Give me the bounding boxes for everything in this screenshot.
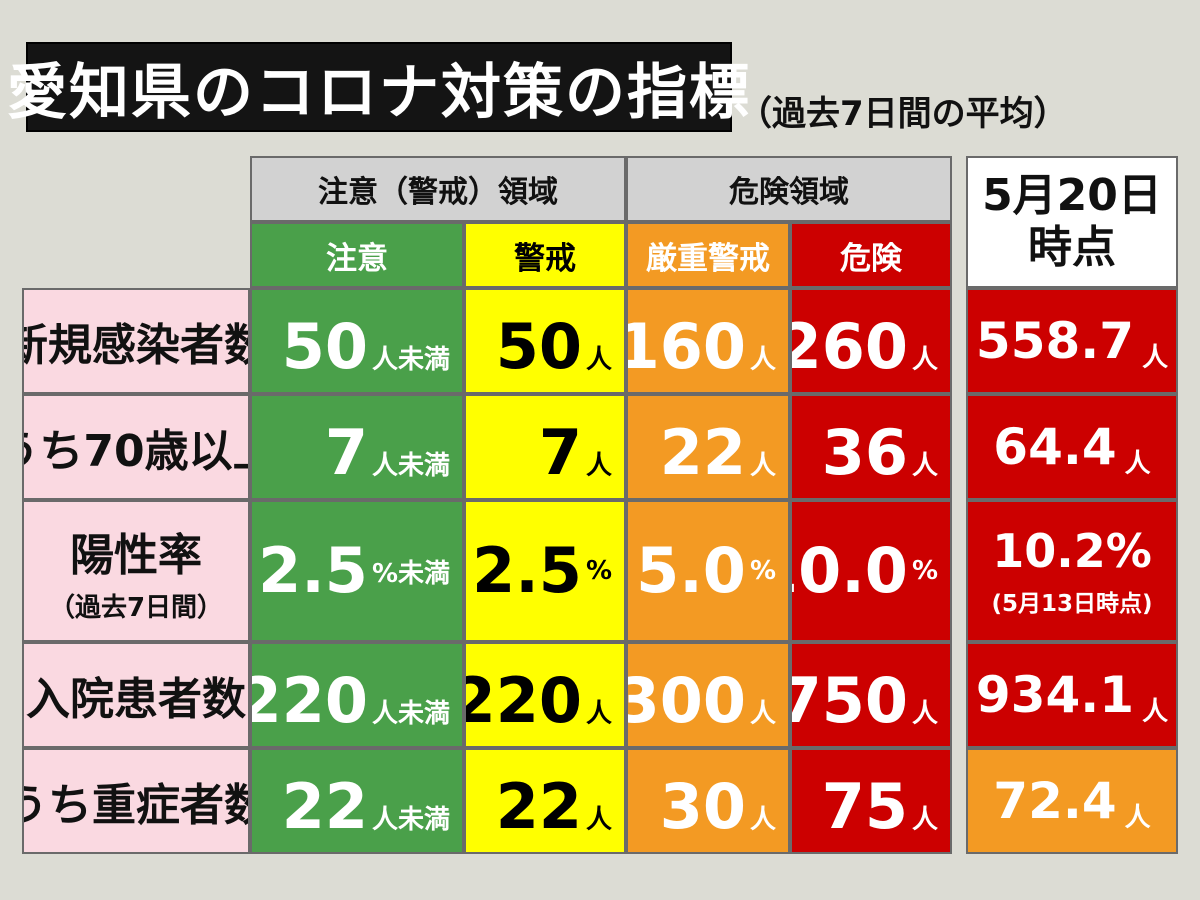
current-value-inpatients: 934.1 人: [966, 642, 1178, 748]
current-date-header: 5月20日 時点: [966, 156, 1178, 288]
table-cell: 220 人: [464, 642, 626, 748]
row-label-severe-cases: うち重症者数: [22, 748, 250, 854]
current-date-suffix: 時点: [1028, 222, 1116, 273]
group-header-danger-zone: 危険領域: [626, 156, 952, 222]
table-cell: 2.5%: [464, 500, 626, 642]
level-header-alert: 警戒: [464, 222, 626, 288]
current-value-positivity-rate: 10.2% (5月13日時点): [966, 500, 1178, 642]
current-value-over-70: 64.4 人: [966, 394, 1178, 500]
current-date-label: 5月20日: [982, 170, 1162, 221]
level-header-danger: 危険: [790, 222, 952, 288]
row-label-over-70: うち70歳以上: [22, 394, 250, 500]
table-cell: 750 人: [790, 642, 952, 748]
table-cell: 75 人: [790, 748, 952, 854]
current-value-severe-cases: 72.4 人: [966, 748, 1178, 854]
table-cell: 22 人未満: [250, 748, 464, 854]
table-cell: 300 人: [626, 642, 790, 748]
table-cell: 2.5 %未満: [250, 500, 464, 642]
table-cell: 7 人未満: [250, 394, 464, 500]
table-cell: 50 人: [464, 288, 626, 394]
group-header-caution-zone: 注意（警戒）領域: [250, 156, 626, 222]
row-label-positivity-rate: 陽性率 （過去7日間）: [22, 500, 250, 642]
table-cell: 22 人: [464, 748, 626, 854]
level-header-severe-alert: 厳重警戒: [626, 222, 790, 288]
table-cell: 10.0%: [790, 500, 952, 642]
row-label-inpatients: 入院患者数: [22, 642, 250, 748]
level-header-caution: 注意: [250, 222, 464, 288]
row-sublabel-positivity-rate: （過去7日間）: [48, 592, 224, 623]
table-cell: 30 人: [626, 748, 790, 854]
table-cell: 50 人未満: [250, 288, 464, 394]
table-cell: 260 人: [790, 288, 952, 394]
current-value-note: (5月13日時点): [991, 591, 1153, 617]
table-cell: 22 人: [626, 394, 790, 500]
page-title: 愛知県のコロナ対策の指標: [7, 42, 749, 132]
current-value-new-cases: 558.7 人: [966, 288, 1178, 394]
table-cell: 36 人: [790, 394, 952, 500]
table-cell: 5.0%: [626, 500, 790, 642]
table-cell: 220 人未満: [250, 642, 464, 748]
table-cell: 160 人: [626, 288, 790, 394]
row-label-new-cases: 新規感染者数: [22, 288, 250, 394]
page-subtitle: （過去7日間の平均）: [738, 94, 1068, 134]
